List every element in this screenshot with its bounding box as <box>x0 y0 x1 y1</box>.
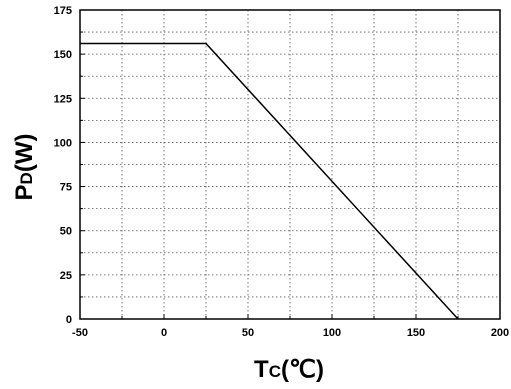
grid-layer <box>80 10 500 319</box>
x-tick-label: 150 <box>407 327 425 339</box>
x-tick-label: 100 <box>323 327 341 339</box>
y-tick-label: 25 <box>60 270 72 282</box>
x-axis-title-sub: C <box>269 362 281 381</box>
y-axis-title-sub: D <box>17 172 36 184</box>
plot-frame <box>79 9 501 320</box>
series-layer <box>80 42 459 320</box>
y-tick-label: 100 <box>54 137 72 149</box>
y-axis-title-unit: (W) <box>11 134 38 173</box>
y-tick-label: 0 <box>66 314 72 326</box>
y-axis-title: PD(W) <box>11 134 38 201</box>
y-axis-title-main: P <box>11 184 38 200</box>
x-tick-label: -50 <box>72 327 88 339</box>
y-tick-label: 150 <box>54 49 72 61</box>
x-axis-title-main: T <box>254 356 269 383</box>
y-tick-label: 75 <box>60 182 72 194</box>
x-tick-label: 50 <box>242 327 254 339</box>
x-axis-title-unit: (℃) <box>281 356 324 383</box>
y-tick-label: 50 <box>60 226 72 238</box>
y-tick-label: 175 <box>54 5 72 17</box>
x-tick-label: 200 <box>491 327 509 339</box>
x-axis-title: TC(℃) <box>254 356 324 383</box>
derating-curve <box>80 42 459 320</box>
y-tick-label: 125 <box>54 93 72 105</box>
x-tick-label: 0 <box>161 327 167 339</box>
